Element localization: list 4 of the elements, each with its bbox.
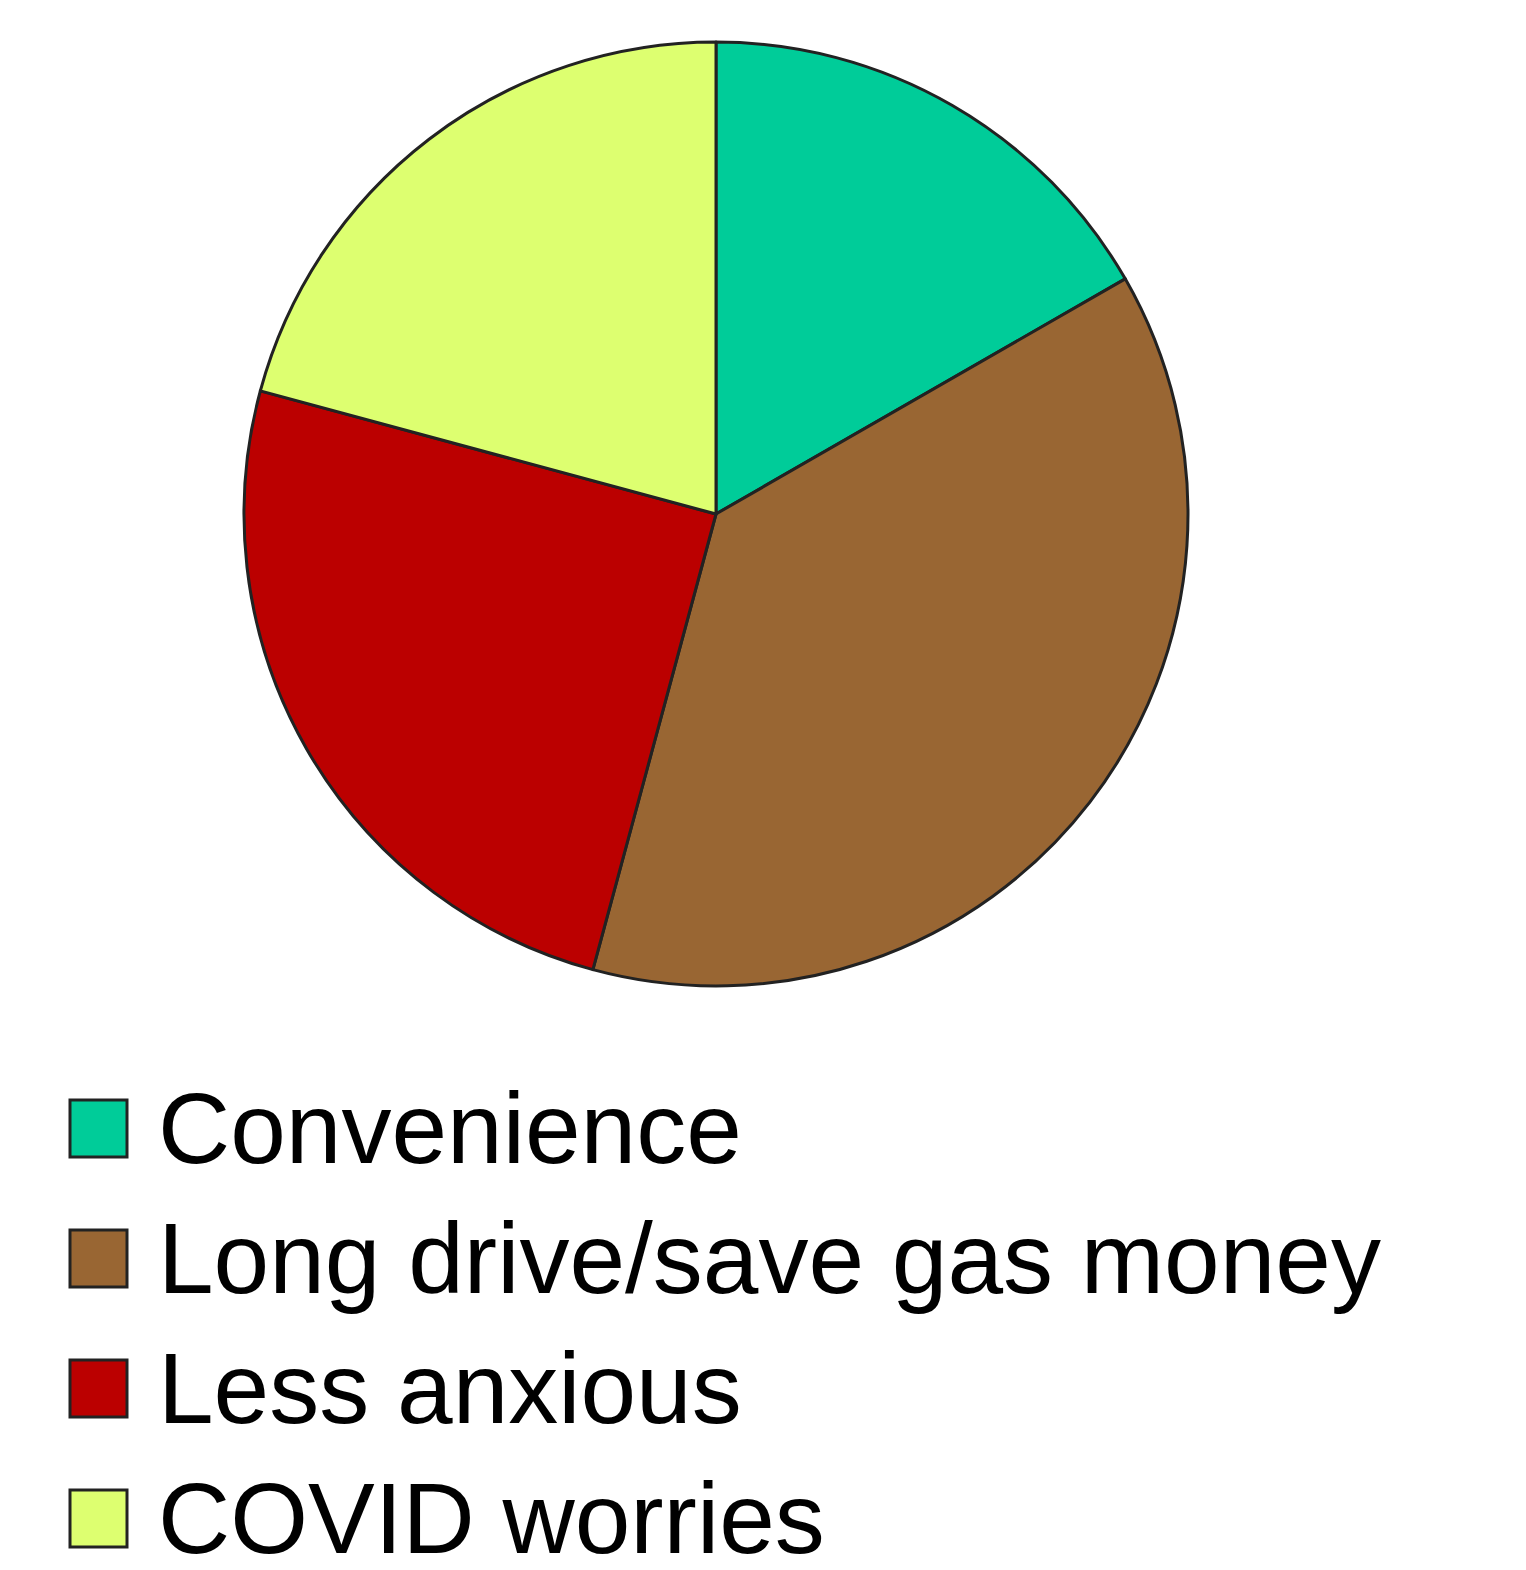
legend-label: Less anxious bbox=[158, 1332, 742, 1444]
legend-label: Convenience bbox=[158, 1072, 742, 1184]
legend-label: COVID worries bbox=[158, 1462, 825, 1570]
legend-label: Long drive/save gas money bbox=[158, 1202, 1381, 1314]
